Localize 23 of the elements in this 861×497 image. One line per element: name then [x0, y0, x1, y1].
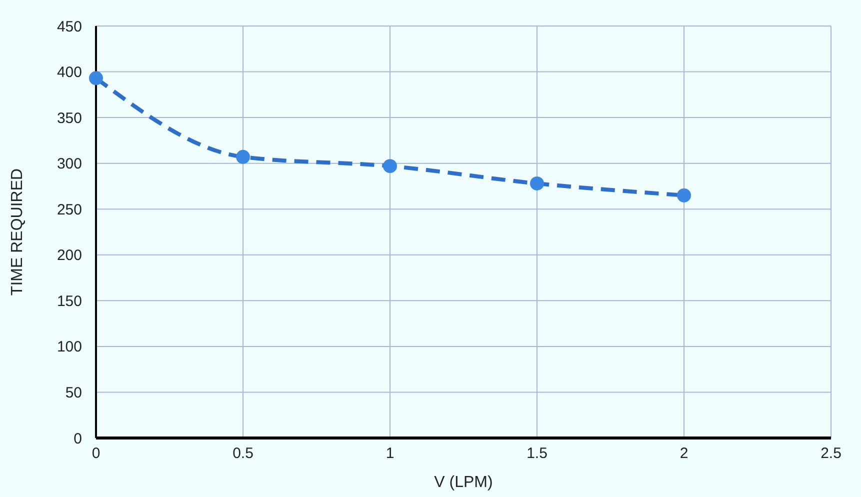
x-tick-label: 2.5 [820, 445, 842, 462]
x-tick-label: 0 [92, 445, 100, 462]
x-axis-title: V (LPM) [434, 474, 493, 491]
x-tick-label: 2 [680, 445, 688, 462]
y-tick-label: 350 [56, 110, 82, 127]
x-tick-label: 0.5 [232, 445, 254, 462]
point [383, 159, 397, 174]
y-tick-label: 150 [56, 292, 82, 310]
y-tick-label: 300 [56, 156, 82, 173]
point [530, 176, 544, 190]
point [677, 188, 691, 202]
x-tick-label: 1 [386, 445, 394, 462]
y-tick-label: 50 [65, 384, 82, 402]
y-tick-label: 400 [56, 64, 82, 82]
y-tick-label: 250 [56, 201, 82, 218]
y-tick-label: 0 [74, 430, 82, 448]
point [89, 71, 103, 86]
y-tick-label: 450 [56, 18, 82, 36]
point [236, 150, 250, 164]
y-tick-label: 200 [56, 247, 82, 264]
x-tick-label: 1.5 [526, 445, 548, 462]
y-axis-title: TIME REQUIRED [9, 168, 26, 296]
y-tick-label: 100 [56, 338, 82, 356]
